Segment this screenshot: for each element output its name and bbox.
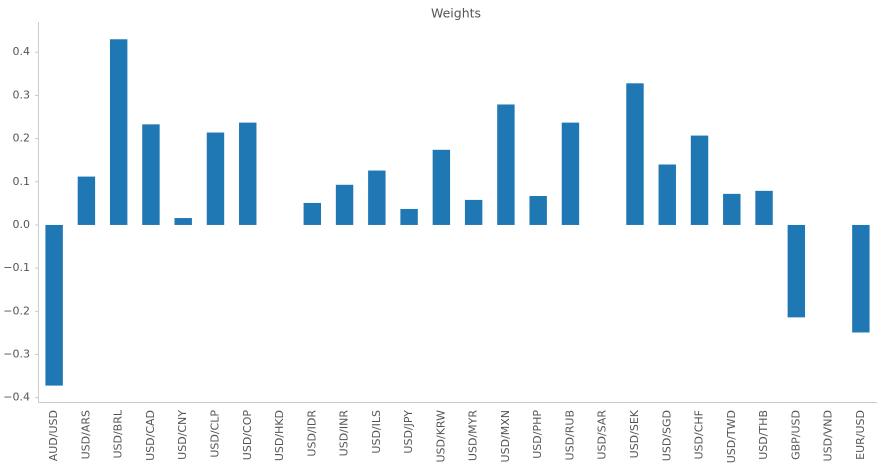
bar (464, 199, 483, 225)
bar (529, 196, 547, 225)
y-tick-label: 0.0 (13, 218, 31, 231)
x-tick-label: USD/TWD (725, 410, 738, 463)
x-tick-label: USD/CNY (176, 410, 189, 460)
bar (303, 202, 322, 225)
bar (400, 208, 418, 225)
bar (852, 224, 870, 333)
x-tick-label: EUR/USD (854, 410, 867, 460)
bar (755, 190, 773, 225)
y-tick-label: 0.2 (13, 132, 31, 145)
bar (335, 184, 354, 225)
y-tick-label: −0.1 (3, 261, 30, 274)
bar (723, 193, 741, 225)
bar (626, 83, 644, 225)
x-tick-label: USD/SGD (660, 410, 673, 461)
x-tick-label: USD/KRW (434, 410, 447, 463)
x-tick-label: USD/INR (338, 410, 351, 457)
y-tick-label: 0.1 (13, 175, 31, 188)
x-tick-label: USD/MXN (499, 410, 512, 462)
y-tick-label: −0.3 (3, 348, 30, 361)
x-tick-label: USD/RUB (563, 410, 576, 460)
bar (658, 164, 676, 225)
x-tick-label: USD/SAR (596, 410, 609, 460)
bar (432, 149, 451, 225)
x-tick-label: USD/ARS (79, 410, 92, 459)
x-tick-label: USD/ILS (370, 410, 383, 454)
bar (142, 124, 160, 225)
y-tick-label: −0.4 (3, 391, 30, 404)
x-tick-label: USD/IDR (305, 410, 318, 457)
x-tick-label: USD/COP (241, 410, 254, 461)
x-tick-label: GBP/USD (789, 410, 802, 460)
bar (787, 224, 806, 318)
x-tick-label: USD/THB (757, 410, 770, 460)
y-tick-label: −0.2 (3, 304, 30, 317)
bar (561, 122, 580, 225)
y-tick-label: 0.4 (13, 45, 31, 58)
x-tick-label: USD/JPY (402, 410, 415, 454)
chart-title: Weights (431, 6, 481, 21)
y-tick-label: 0.3 (13, 88, 31, 101)
bar (368, 170, 386, 225)
x-tick-label: USD/BRL (112, 409, 125, 458)
x-tick-label: USD/CLP (208, 410, 221, 458)
bar (206, 132, 225, 225)
x-tick-label: USD/CHF (693, 410, 706, 460)
bar (497, 104, 515, 225)
x-tick-label: USD/HKD (273, 410, 286, 461)
x-tick-label: USD/PHP (531, 410, 544, 459)
bar (77, 176, 96, 225)
bar (109, 39, 128, 225)
bar (690, 135, 709, 225)
bar (174, 218, 192, 225)
x-tick-label: USD/SEK (628, 409, 641, 458)
x-tick-label: USD/VND (822, 410, 835, 461)
bar (45, 224, 63, 386)
x-tick-label: USD/CAD (144, 410, 157, 461)
bar (239, 122, 257, 225)
x-tick-label: USD/MYR (467, 410, 480, 461)
x-tick-label: AUD/USD (47, 410, 60, 461)
